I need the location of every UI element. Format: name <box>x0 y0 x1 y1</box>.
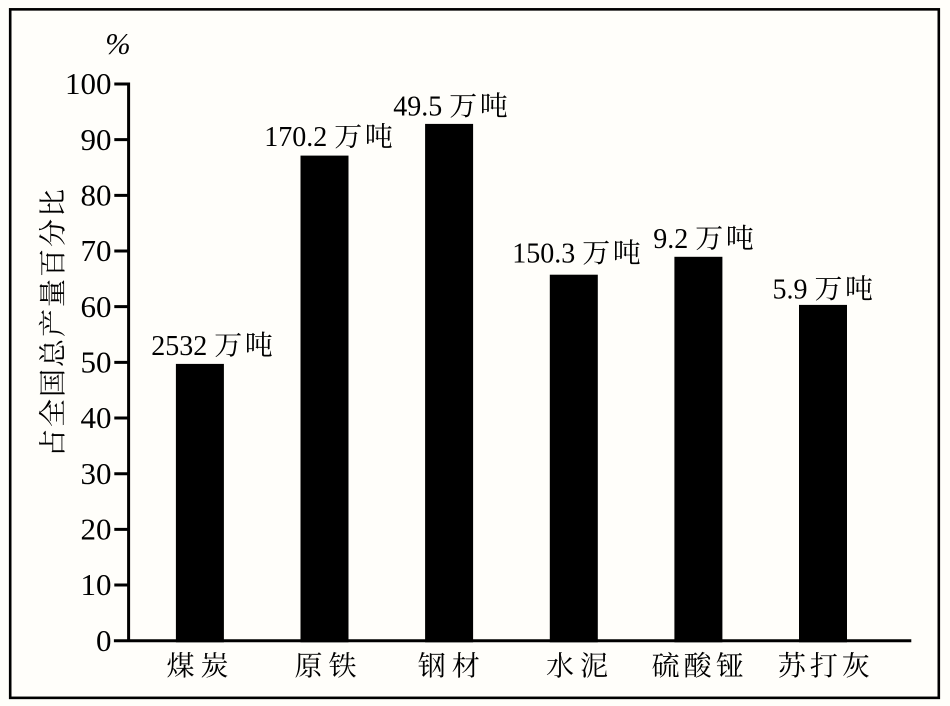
svg-text:50: 50 <box>81 345 112 380</box>
svg-text:90: 90 <box>81 122 112 157</box>
svg-text:2532: 2532 <box>151 331 207 362</box>
svg-text:5.9: 5.9 <box>773 274 808 305</box>
svg-text:9.2: 9.2 <box>653 224 688 255</box>
svg-text:30: 30 <box>81 456 112 491</box>
svg-text:49.5: 49.5 <box>393 92 442 123</box>
svg-text:10: 10 <box>81 567 112 602</box>
svg-text:70: 70 <box>81 233 112 268</box>
svg-text:20: 20 <box>81 512 112 547</box>
svg-text:40: 40 <box>81 400 112 435</box>
svg-text:80: 80 <box>81 178 112 213</box>
svg-text:100: 100 <box>65 66 112 101</box>
svg-text:170.2: 170.2 <box>264 122 327 153</box>
svg-text:%: % <box>105 27 130 61</box>
svg-text:0: 0 <box>96 623 112 658</box>
svg-text:60: 60 <box>81 289 112 324</box>
svg-text:150.3: 150.3 <box>512 239 575 270</box>
